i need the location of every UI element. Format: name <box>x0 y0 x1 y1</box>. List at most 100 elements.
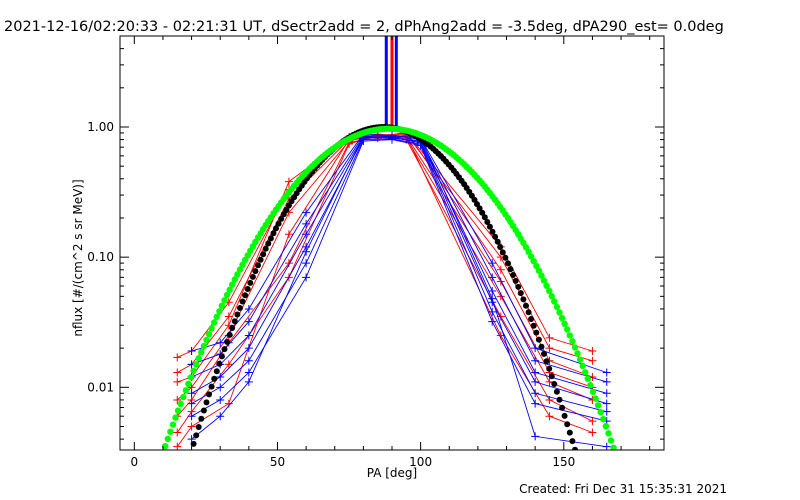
data-point <box>416 141 425 150</box>
fit-point <box>213 368 220 375</box>
data-point <box>488 273 497 282</box>
fit-point <box>203 399 210 406</box>
fit-point <box>584 375 591 382</box>
data-point <box>284 259 293 268</box>
data-point <box>284 230 293 239</box>
chart-title: 2021-12-16/02:20:33 - 02:21:31 UT, dSect… <box>4 19 724 35</box>
data-point <box>244 304 253 313</box>
fit-point <box>582 369 589 376</box>
data-point <box>496 277 505 286</box>
x-tick-label: 50 <box>270 455 285 469</box>
fit-point <box>237 305 243 311</box>
series-line <box>191 137 607 405</box>
fit-point <box>548 373 555 380</box>
fit-point <box>569 338 576 345</box>
data-point <box>244 356 253 365</box>
data-point <box>488 286 497 295</box>
fit-point <box>278 215 285 222</box>
fit-point <box>195 355 202 362</box>
fit-point <box>535 336 542 343</box>
fit-point <box>556 309 563 316</box>
fit-point <box>211 375 218 382</box>
data-point <box>388 132 396 141</box>
fit-point <box>558 314 566 322</box>
fit-point <box>530 257 537 265</box>
fit-point <box>221 346 228 353</box>
fit-point <box>182 387 190 394</box>
data-point <box>531 389 540 398</box>
fit-point <box>499 249 506 256</box>
fit-point <box>621 475 627 481</box>
fit-point <box>600 416 607 423</box>
data-point <box>531 399 540 408</box>
data-point <box>488 294 497 303</box>
data-point <box>588 347 597 356</box>
fit-point <box>559 404 566 411</box>
fit-point <box>275 220 282 227</box>
data-point <box>302 219 311 228</box>
fit-point <box>216 360 223 367</box>
fit-point <box>280 211 287 218</box>
y-axis-label: nflux [#/(cm^2 s sr MeV)] <box>71 179 85 336</box>
data-point <box>173 353 182 362</box>
fit-point <box>169 421 177 428</box>
fit-point <box>193 432 200 439</box>
fit-point <box>208 383 215 390</box>
fit-point <box>216 308 223 315</box>
axes: 0 50 100 150 0.01 0.10 1.00 <box>87 36 664 469</box>
series-line <box>176 135 593 447</box>
fit-point <box>260 251 267 258</box>
fit-point <box>180 393 187 401</box>
fit-point <box>502 254 509 261</box>
fit-point <box>224 338 231 345</box>
x-tick-label: 150 <box>552 455 575 469</box>
data-point <box>302 273 311 282</box>
series-line <box>191 135 607 448</box>
fit-point <box>218 302 226 309</box>
fit-point <box>543 282 550 289</box>
data-point <box>602 389 611 398</box>
data-point <box>284 177 293 186</box>
series-line <box>191 133 607 373</box>
data-point <box>602 377 611 386</box>
fit-point <box>564 326 571 333</box>
fit-point <box>551 298 558 305</box>
fit-point <box>474 201 480 208</box>
fit-point <box>553 388 560 395</box>
fit-point <box>572 446 578 450</box>
fit-point <box>273 225 279 232</box>
fit-point <box>205 330 213 338</box>
fit-point <box>157 458 163 464</box>
series-line <box>191 139 607 422</box>
plot-area <box>157 36 627 481</box>
fit-point <box>489 228 496 235</box>
fit-point <box>494 238 501 245</box>
fit-point <box>538 272 545 279</box>
fit-point <box>575 456 581 462</box>
fit-point <box>481 214 488 221</box>
fit-point <box>497 244 504 250</box>
fit-point <box>206 391 212 398</box>
data-point <box>531 432 540 441</box>
fit-point <box>234 311 241 318</box>
fit-point <box>231 276 238 283</box>
fit-point <box>185 458 191 464</box>
x-tick-label: 0 <box>130 455 138 469</box>
fit-point <box>515 283 522 290</box>
data-point <box>302 230 311 239</box>
data-point <box>216 395 225 404</box>
series-line <box>176 135 593 433</box>
data-point <box>302 259 311 268</box>
fit-point <box>564 421 571 428</box>
fit-point <box>607 437 615 444</box>
fit-point <box>476 205 483 212</box>
fit-point <box>208 325 215 332</box>
fit-point <box>185 380 192 387</box>
fit-point <box>174 407 182 414</box>
fit-point <box>164 435 171 443</box>
data-point <box>588 417 597 426</box>
fit-point <box>541 350 547 357</box>
fit-point <box>525 309 532 316</box>
data-point <box>187 422 196 431</box>
data-point <box>244 317 253 326</box>
